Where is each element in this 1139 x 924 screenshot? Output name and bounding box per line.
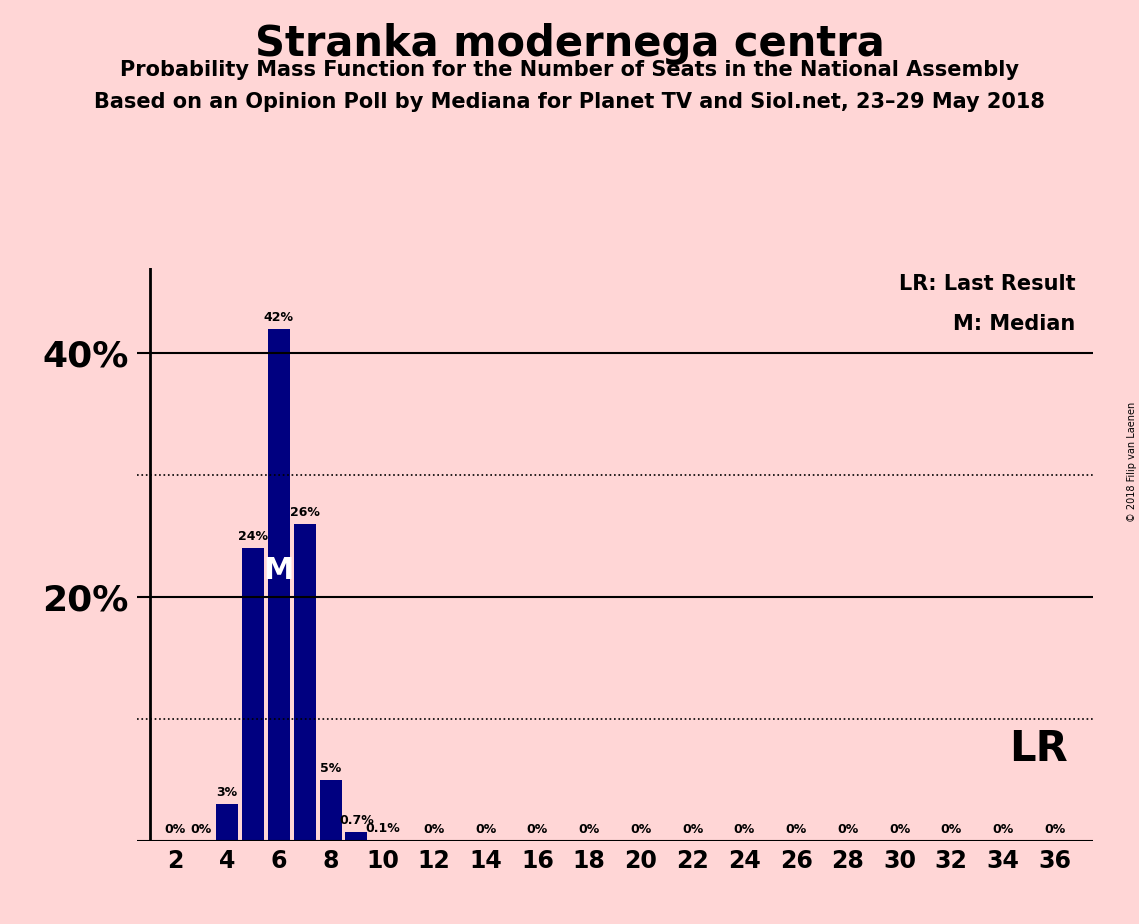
Text: 0%: 0% <box>786 823 806 836</box>
Text: 0%: 0% <box>190 823 212 836</box>
Text: LR: Last Result: LR: Last Result <box>899 274 1075 294</box>
Text: 3%: 3% <box>216 786 238 799</box>
Text: 0%: 0% <box>475 823 497 836</box>
Text: 0%: 0% <box>941 823 961 836</box>
Text: Based on an Opinion Poll by Mediana for Planet TV and Siol.net, 23–29 May 2018: Based on an Opinion Poll by Mediana for … <box>95 92 1044 113</box>
Text: 42%: 42% <box>264 311 294 324</box>
Bar <box>345 833 368 841</box>
Text: 5%: 5% <box>320 762 342 775</box>
Text: 0.1%: 0.1% <box>364 821 400 834</box>
Text: 0%: 0% <box>579 823 600 836</box>
Text: © 2018 Filip van Laenen: © 2018 Filip van Laenen <box>1126 402 1137 522</box>
Text: 0%: 0% <box>992 823 1014 836</box>
Bar <box>243 548 264 841</box>
Text: 0.7%: 0.7% <box>339 814 374 827</box>
Text: 0%: 0% <box>424 823 444 836</box>
Text: LR: LR <box>1009 728 1067 771</box>
Bar <box>216 804 238 841</box>
Text: 24%: 24% <box>238 530 268 543</box>
Text: 0%: 0% <box>682 823 703 836</box>
Text: M: Median: M: Median <box>953 314 1075 334</box>
Text: M: M <box>264 556 294 585</box>
Bar <box>371 840 393 841</box>
Text: 0%: 0% <box>837 823 859 836</box>
Text: 0%: 0% <box>888 823 910 836</box>
Bar <box>294 524 316 841</box>
Text: 0%: 0% <box>527 823 548 836</box>
Bar <box>320 780 342 841</box>
Text: 0%: 0% <box>630 823 652 836</box>
Bar <box>268 329 290 841</box>
Text: 0%: 0% <box>165 823 186 836</box>
Text: Probability Mass Function for the Number of Seats in the National Assembly: Probability Mass Function for the Number… <box>120 60 1019 80</box>
Text: 0%: 0% <box>1044 823 1065 836</box>
Text: 26%: 26% <box>289 506 320 519</box>
Text: Stranka modernega centra: Stranka modernega centra <box>255 23 884 65</box>
Text: 0%: 0% <box>734 823 755 836</box>
